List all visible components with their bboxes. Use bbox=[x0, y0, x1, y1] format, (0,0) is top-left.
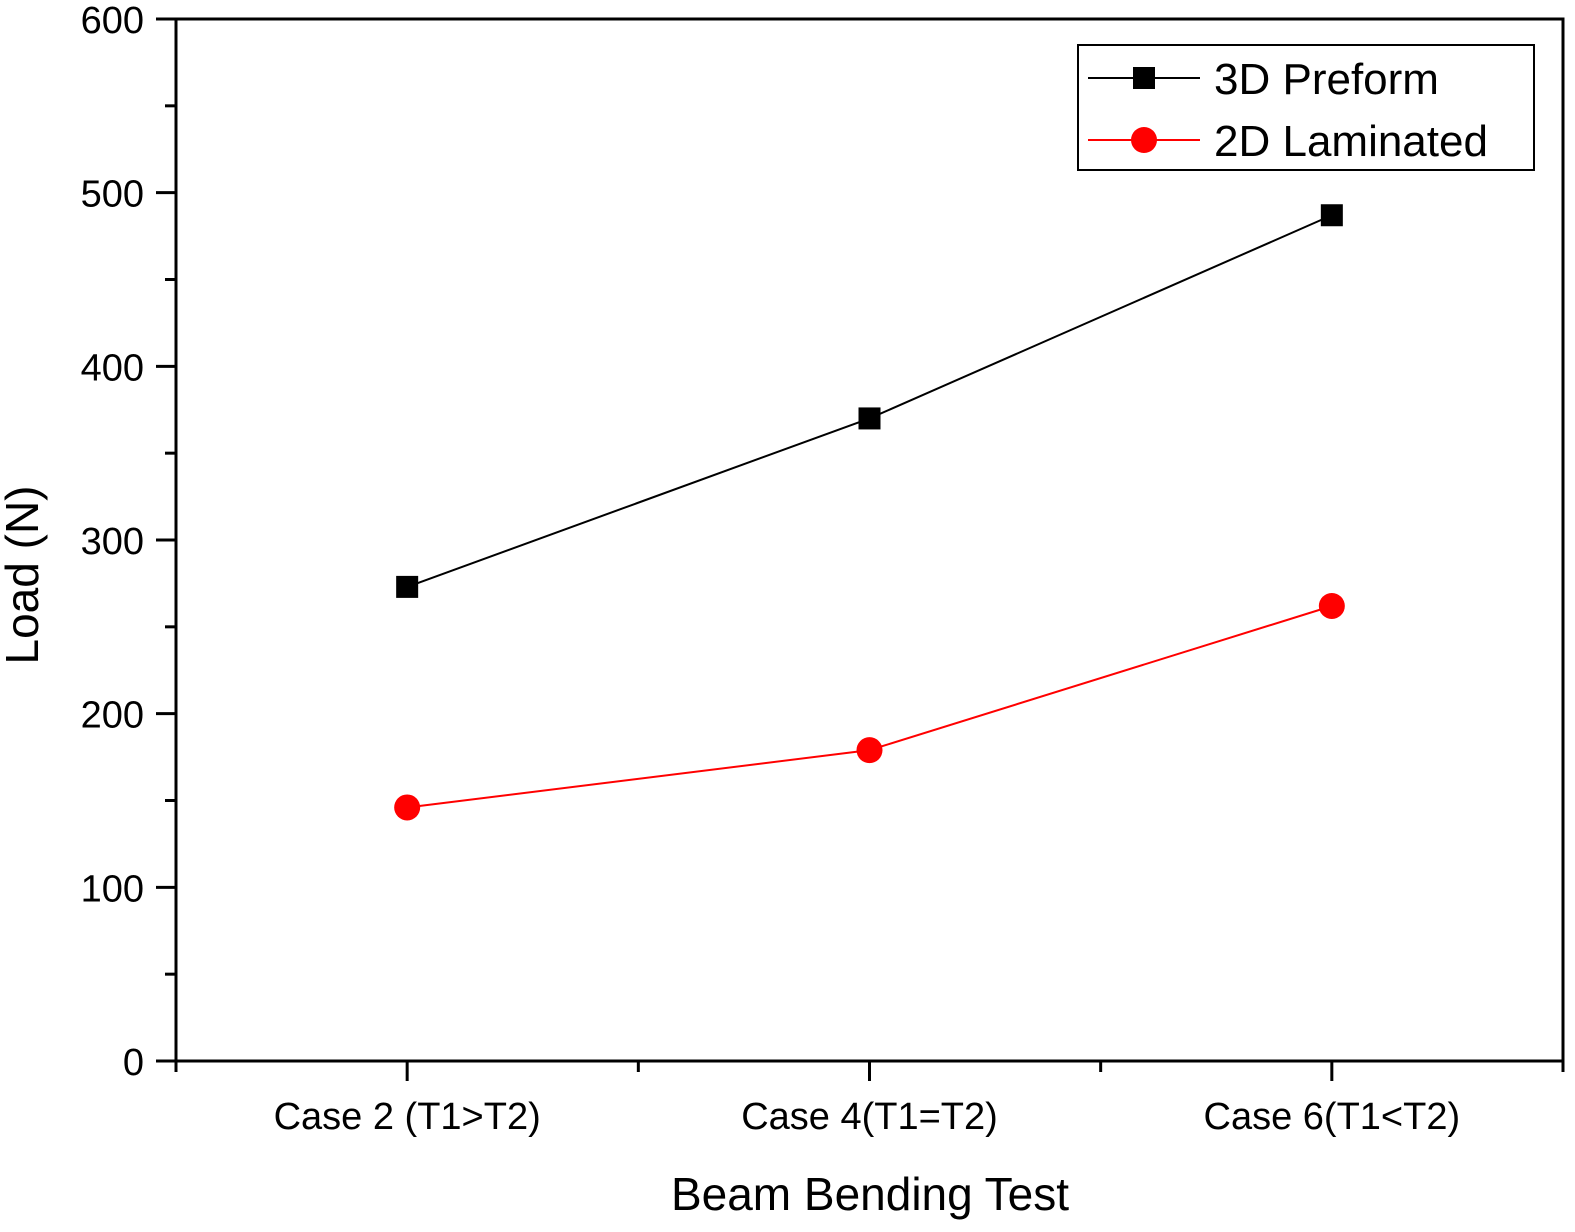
y-tick-label: 400 bbox=[81, 347, 144, 389]
x-tick-label: Case 2 (T1>T2) bbox=[274, 1096, 541, 1138]
data-point-square bbox=[396, 575, 419, 598]
y-tick-label: 200 bbox=[81, 695, 144, 737]
y-tick-label: 300 bbox=[81, 521, 144, 563]
legend: 3D Preform 2D Laminated bbox=[1077, 44, 1535, 171]
x-tick-label: Case 6(T1<T2) bbox=[1204, 1096, 1461, 1138]
y-tick-label: 600 bbox=[81, 0, 144, 42]
legend-box bbox=[1077, 44, 1535, 171]
y-tick-label: 100 bbox=[81, 868, 144, 910]
series-group bbox=[394, 204, 1345, 821]
series-line-1 bbox=[407, 605, 1333, 809]
data-point-circle bbox=[394, 794, 421, 821]
x-axis-label: Beam Bending Test bbox=[671, 1168, 1069, 1220]
legend-label: 2D Laminated bbox=[1214, 117, 1488, 166]
series-line-0 bbox=[406, 214, 1333, 588]
legend-label: 3D Preform bbox=[1214, 55, 1439, 104]
data-point-circle bbox=[1318, 592, 1345, 619]
data-point-square bbox=[858, 407, 881, 430]
plot-frame bbox=[174, 17, 1565, 1063]
axes: 0 100 200 300 400 500 600 Case 2 (T1>T2) Case 4(… bbox=[81, 0, 1565, 1138]
y-tick-label: 500 bbox=[81, 174, 144, 216]
data-point-circle bbox=[856, 737, 883, 764]
x-tick-label: Case 4(T1=T2) bbox=[741, 1096, 998, 1138]
legend-marker-square bbox=[1133, 67, 1155, 89]
legend-marker-circle bbox=[1131, 127, 1157, 153]
data-point-square bbox=[1320, 204, 1343, 227]
y-axis-label: Load (N) bbox=[0, 486, 48, 665]
y-tick-label: 0 bbox=[123, 1042, 144, 1084]
